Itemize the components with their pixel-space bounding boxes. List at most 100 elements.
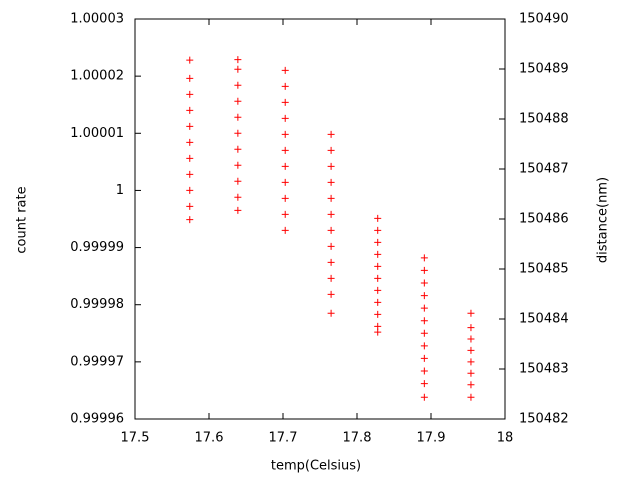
y2-tick-label: 150483 [519, 362, 569, 377]
point [186, 122, 194, 130]
point [234, 206, 242, 214]
point [467, 358, 475, 366]
point [281, 98, 289, 106]
y2-tick-label: 150486 [519, 212, 569, 227]
point [234, 129, 242, 137]
point [374, 238, 382, 246]
point [327, 242, 335, 250]
y-tick-label: 0.99999 [70, 240, 124, 255]
point [234, 97, 242, 105]
point [281, 162, 289, 170]
point [374, 226, 382, 234]
y2-tick-label: 150488 [519, 112, 569, 127]
point [420, 317, 428, 325]
point [420, 354, 428, 362]
x-tick-label: 17.8 [343, 431, 372, 446]
y2-tick-label: 150482 [519, 412, 569, 427]
point [281, 130, 289, 138]
point [374, 286, 382, 294]
point [234, 65, 242, 73]
point [281, 226, 289, 234]
point [467, 393, 475, 401]
point [327, 178, 335, 186]
y-tick-label: 0.99998 [70, 297, 124, 312]
point [234, 81, 242, 89]
point [186, 170, 194, 178]
point [234, 161, 242, 169]
point [281, 210, 289, 218]
point [467, 309, 475, 317]
y-tick-label: 1.00002 [70, 69, 124, 84]
point [186, 202, 194, 210]
y2-axis-label: distance(nm) [596, 177, 611, 263]
point [374, 262, 382, 270]
point [374, 250, 382, 258]
point [186, 56, 194, 64]
point [327, 130, 335, 138]
y-tick-label: 1.00003 [70, 12, 124, 27]
point [234, 56, 242, 64]
point [186, 74, 194, 82]
point [186, 216, 194, 224]
point [281, 178, 289, 186]
point [186, 138, 194, 146]
point [420, 279, 428, 287]
point [374, 274, 382, 282]
point [420, 380, 428, 388]
x-tick-label: 17.7 [269, 431, 298, 446]
point [467, 324, 475, 332]
x-tick-label: 17.6 [195, 431, 224, 446]
point [281, 82, 289, 90]
point [420, 367, 428, 375]
point [327, 258, 335, 266]
point [374, 214, 382, 222]
point [327, 309, 335, 317]
point [420, 304, 428, 312]
y2-tick-label: 150489 [519, 62, 569, 77]
point [374, 328, 382, 336]
point [420, 393, 428, 401]
y-tick-label: 1 [116, 183, 124, 198]
x-tick-label: 17.9 [417, 431, 446, 446]
point [374, 298, 382, 306]
y-axis-label: count rate [15, 186, 30, 253]
point [327, 194, 335, 202]
y2-tick-label: 150490 [519, 12, 569, 27]
point [186, 154, 194, 162]
point [327, 162, 335, 170]
y-tick-label: 1.00001 [70, 126, 124, 141]
point [374, 310, 382, 318]
point [467, 369, 475, 377]
y2-tick-label: 150484 [519, 312, 569, 327]
point [467, 346, 475, 354]
x-axis-label: temp(Celsius) [271, 459, 361, 474]
point [420, 329, 428, 337]
point [234, 193, 242, 201]
point [327, 146, 335, 154]
point [281, 146, 289, 154]
point [420, 254, 428, 262]
point [186, 186, 194, 194]
point [467, 381, 475, 389]
point [420, 292, 428, 300]
y-tick-label: 0.99997 [70, 354, 124, 369]
point [420, 342, 428, 350]
point [327, 274, 335, 282]
point [186, 106, 194, 114]
plot-frame [134, 18, 506, 420]
x-tick-label: 17.5 [121, 431, 150, 446]
y2-tick-label: 150485 [519, 262, 569, 277]
point [420, 266, 428, 274]
y-tick-label: 0.99996 [70, 412, 124, 427]
x-tick-label: 18 [497, 431, 514, 446]
point [281, 114, 289, 122]
point [467, 335, 475, 343]
point [327, 210, 335, 218]
point [234, 145, 242, 153]
point [327, 290, 335, 298]
point [234, 177, 242, 185]
y2-tick-label: 150487 [519, 162, 569, 177]
point [234, 113, 242, 121]
